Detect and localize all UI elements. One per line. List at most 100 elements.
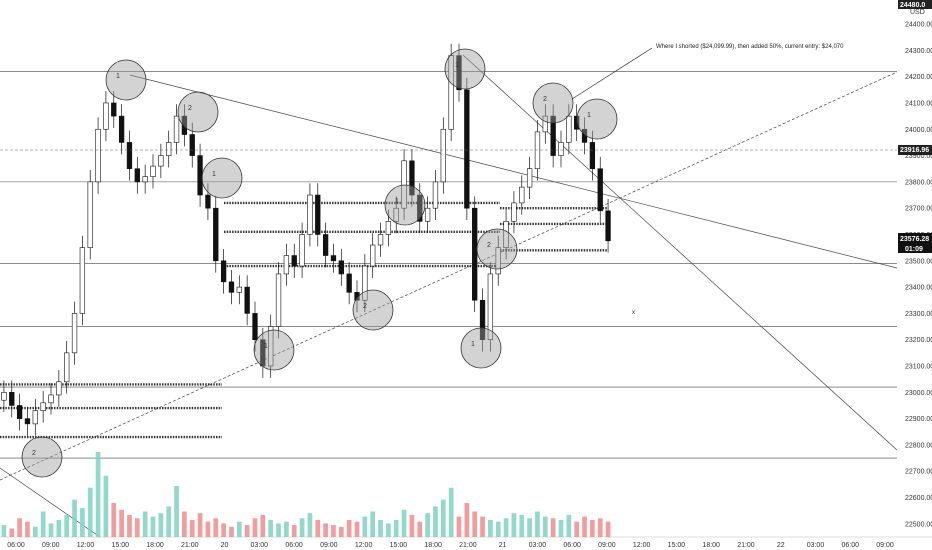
candle-body bbox=[534, 131, 541, 170]
top-price-tag bbox=[898, 0, 932, 9]
y-tick-label: 23800.00 bbox=[905, 179, 932, 186]
volume-bar bbox=[205, 521, 211, 537]
pivot-circle-label: 2 bbox=[188, 105, 192, 112]
volume-bar bbox=[244, 525, 250, 537]
volume-bar bbox=[597, 518, 603, 537]
x-tick-label: 09:00 bbox=[876, 542, 894, 549]
candle-body bbox=[103, 102, 109, 130]
pivot-circle bbox=[253, 329, 295, 371]
volume-bar bbox=[260, 514, 266, 537]
volume-bar bbox=[393, 520, 399, 537]
volume-bar bbox=[323, 523, 328, 537]
candle-body bbox=[244, 286, 250, 314]
candle-body bbox=[597, 168, 603, 212]
candle-body bbox=[64, 352, 70, 383]
volume-bar bbox=[495, 521, 501, 537]
candle-body bbox=[111, 102, 117, 117]
candle-body bbox=[495, 247, 501, 275]
candle-body bbox=[95, 128, 101, 183]
candle-body bbox=[307, 194, 313, 235]
volume-bar bbox=[268, 520, 274, 537]
candle-body bbox=[526, 168, 533, 188]
candle-body bbox=[56, 381, 62, 396]
x-tick-label: 03:00 bbox=[251, 542, 269, 549]
volume-bar bbox=[590, 520, 595, 537]
candle-body bbox=[542, 115, 548, 133]
x-tick-label: 06:00 bbox=[841, 542, 859, 549]
x-tick-label: 18:00 bbox=[702, 542, 720, 549]
volume-bar bbox=[213, 518, 219, 537]
volume-bar bbox=[134, 518, 140, 537]
candle-body bbox=[220, 260, 227, 283]
candle-body bbox=[291, 255, 297, 267]
candle-body bbox=[574, 115, 580, 130]
candle-body bbox=[330, 255, 337, 262]
x-tick-label: 18:00 bbox=[146, 542, 164, 549]
y-tick-label: 23200.00 bbox=[905, 337, 932, 344]
volume-bar bbox=[464, 503, 470, 537]
candle-body bbox=[315, 194, 321, 235]
candle-body bbox=[126, 142, 133, 170]
candle-body bbox=[417, 194, 423, 222]
volume-bar bbox=[166, 506, 172, 537]
pivot-circle bbox=[21, 436, 63, 478]
candle-body bbox=[370, 244, 376, 267]
x-axis-ticks: 06:00 09:00 12:00 15:00 18:00 21:00 20 03:00 06:… bbox=[7, 542, 894, 549]
candle-body bbox=[424, 207, 431, 222]
volume-bar bbox=[362, 516, 368, 537]
volume-bar bbox=[189, 520, 195, 537]
volume-bars bbox=[1, 452, 611, 537]
x-tick-label: 03:00 bbox=[529, 542, 547, 549]
x-tick-label: 09:00 bbox=[42, 542, 60, 549]
pivot-circle-label: 2 bbox=[487, 242, 491, 249]
x-tick-label: 21:00 bbox=[181, 542, 199, 549]
candle-body bbox=[519, 186, 525, 204]
pivot-circle-label: 1 bbox=[264, 343, 268, 350]
candle-body bbox=[87, 181, 93, 248]
volume-bar bbox=[409, 514, 415, 537]
volume-bar bbox=[605, 521, 611, 537]
volume-bar bbox=[425, 513, 430, 537]
pivot-circle-label: 1 bbox=[455, 62, 459, 69]
y-tick-label: 23900.00 bbox=[905, 153, 932, 160]
candle-body bbox=[268, 326, 274, 367]
volume-bar bbox=[229, 526, 234, 537]
countdown-text: 01:09 bbox=[905, 246, 923, 253]
candle-body bbox=[213, 207, 219, 262]
x-tick-label: 09:00 bbox=[598, 542, 616, 549]
pivot-circle bbox=[460, 327, 502, 369]
y-tick-label: 22500.00 bbox=[905, 521, 932, 528]
x-tick-label: 21 bbox=[499, 542, 507, 549]
candle-body bbox=[432, 181, 439, 209]
volume-bar bbox=[291, 525, 297, 537]
x-tick-label: 18:00 bbox=[424, 542, 442, 549]
volume-bar bbox=[338, 526, 344, 537]
x-tick-label: 21:00 bbox=[737, 542, 755, 549]
volume-bar bbox=[488, 520, 493, 537]
x-tick-label: 20 bbox=[221, 542, 229, 549]
volume-bar bbox=[32, 526, 38, 537]
candle-body bbox=[566, 115, 572, 143]
volume-bar bbox=[158, 513, 164, 537]
entry-price-text: 23916.96 bbox=[900, 147, 929, 154]
candle-body bbox=[260, 339, 266, 367]
volume-bar bbox=[558, 520, 564, 537]
cross-marker: x bbox=[632, 310, 635, 316]
volume-bar bbox=[103, 475, 109, 537]
volume-bar bbox=[440, 499, 446, 537]
volume-bar bbox=[307, 513, 313, 537]
volume-bar bbox=[299, 518, 305, 537]
candle-body bbox=[197, 155, 203, 196]
volume-bar bbox=[331, 525, 336, 537]
candle-body bbox=[1, 392, 7, 401]
volume-bar bbox=[182, 511, 187, 537]
y-tick-label: 23400.00 bbox=[905, 285, 932, 292]
pivot-circle bbox=[384, 184, 426, 226]
current-price-tag bbox=[898, 233, 932, 253]
pivot-circle bbox=[177, 91, 219, 133]
x-tick-label: 12:00 bbox=[633, 542, 651, 549]
currency-label: USD bbox=[910, 9, 925, 16]
pivot-circle-label: 1 bbox=[116, 73, 120, 80]
annotation-pointer bbox=[571, 47, 653, 100]
